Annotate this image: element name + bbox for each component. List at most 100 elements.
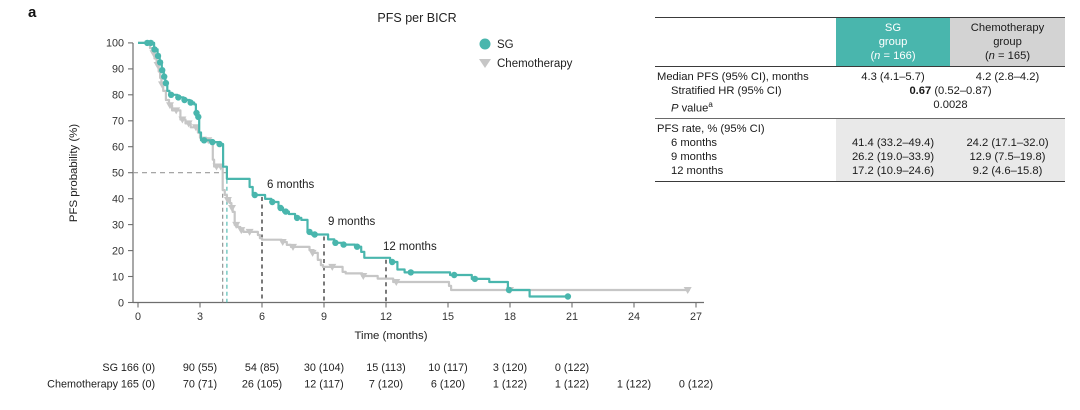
rate-9mo-label: 9 months — [671, 150, 718, 163]
at-risk-row-label: Chemotherapy — [47, 379, 118, 391]
legend-marker-triangle — [479, 59, 491, 68]
censor-mark-circle — [187, 99, 194, 106]
rate-12mo-chemo-value: 9.2 (4.6–15.8) — [972, 164, 1043, 177]
censor-mark-circle — [151, 46, 158, 53]
chemotherapy-group-header: Chemotherapy group (n = 165) — [950, 18, 1065, 66]
y-axis-label: PFS probability (%) — [68, 124, 80, 222]
censor-mark-circle — [471, 275, 479, 283]
timepoint-label: 12 months — [383, 241, 437, 253]
censor-mark-circle — [332, 239, 339, 246]
y-tick-label: 0 — [118, 297, 124, 309]
censor-mark-circle — [156, 59, 164, 66]
sg-group-header: SG group (n = 166) — [836, 18, 950, 66]
censor-mark-triangle — [223, 197, 232, 204]
table-row-p-value: P valuea 0.0028 — [655, 98, 1065, 116]
at-risk-value: 54 (85) — [245, 362, 279, 374]
x-tick-label: 27 — [690, 311, 702, 323]
chemo-header-n: (n = 165) — [984, 50, 1031, 62]
stats-table-top-section: Median PFS (95% CI), months 4.3 (4.1–5.7… — [655, 67, 1065, 118]
x-axis-label: Time (months) — [355, 330, 428, 342]
censor-mark-triangle — [328, 263, 337, 271]
censor-mark-circle — [200, 137, 208, 144]
y-tick-label: 70 — [112, 116, 124, 128]
censor-mark-circle — [154, 52, 162, 60]
censor-mark-triangle — [232, 221, 241, 229]
censor-mark-circle — [293, 214, 301, 222]
at-risk-value: 26 (105) — [242, 379, 282, 391]
x-tick-label: 12 — [380, 311, 392, 323]
censor-mark-circle — [505, 286, 513, 294]
censor-mark-circle — [159, 67, 166, 74]
at-risk-value: 6 (120) — [431, 379, 465, 391]
sg-header-line2: group — [878, 36, 908, 48]
at-risk-value: 12 (117) — [304, 379, 343, 391]
legend-marker-circle — [479, 38, 491, 50]
table-row-6-months: 6 months 41.4 (33.2–49.4) 24.2 (17.1–32.… — [655, 136, 1065, 150]
rate-9mo-chemo-value: 12.9 (7.5–19.8) — [969, 150, 1046, 163]
x-tick-label: 15 — [442, 311, 454, 323]
panel-label: a — [28, 4, 37, 21]
censor-mark-triangle — [392, 279, 401, 286]
censor-mark-triangle — [191, 124, 200, 132]
rate-6mo-label: 6 months — [671, 136, 718, 149]
y-tick-label: 50 — [112, 168, 124, 180]
rate-12mo-sg-value: 17.2 (10.9–24.6) — [851, 164, 935, 177]
x-tick-label: 3 — [197, 311, 203, 323]
km-curve-sg — [138, 41, 568, 298]
censor-mark-triangle — [278, 239, 287, 246]
at-risk-value: 1 (122) — [617, 379, 651, 391]
x-tick-label: 9 — [321, 311, 327, 323]
at-risk-value: 90 (55) — [183, 362, 217, 374]
legend-label: Chemotherapy — [497, 58, 573, 70]
table-row-12-months: 12 months 17.2 (10.9–24.6) 9.2 (4.6–15.8… — [655, 164, 1065, 178]
km-curve-chemotherapy — [138, 41, 690, 292]
pfs-rate-label: PFS rate, % (95% CI) — [657, 122, 765, 135]
rate-6mo-sg-value: 41.4 (33.2–49.4) — [851, 136, 935, 149]
y-tick-label: 80 — [112, 90, 124, 102]
median-pfs-label: Median PFS (95% CI), months — [657, 71, 809, 83]
censor-mark-circle — [209, 138, 216, 146]
pfs-rate-shading — [836, 118, 1065, 181]
y-tick-label: 100 — [106, 38, 124, 50]
censor-mark-circle — [269, 198, 276, 206]
at-risk-value: 10 (117) — [428, 362, 467, 374]
table-row-9-months: 9 months 26.2 (19.0–33.9) 12.9 (7.5–19.8… — [655, 150, 1065, 164]
x-tick-label: 0 — [135, 311, 141, 323]
stratified-hr-label: Stratified HR (95% CI) — [671, 85, 782, 97]
censor-mark-circle — [161, 73, 168, 80]
censor-mark-circle — [353, 243, 361, 250]
y-tick-label: 40 — [112, 194, 124, 206]
censor-mark-circle — [407, 269, 414, 276]
censor-mark-triangle — [237, 227, 246, 235]
table-row-pfs-rate-header: PFS rate, % (95% CI) — [655, 122, 1065, 136]
timepoint-label: 9 months — [328, 216, 376, 228]
stratified-hr-value: 0.67 (0.52–0.87) — [909, 85, 992, 97]
at-risk-value: 7 (120) — [369, 379, 403, 391]
km-plot: 0 3 6 9 12 15 18 21 24 27 0 10 20 30 40 50 60 70 80 90 100 PF… — [47, 11, 713, 391]
censor-mark-triangle — [308, 249, 317, 257]
censor-mark-circle — [251, 191, 258, 199]
censor-mark-triangle — [166, 102, 174, 110]
censor-mark-circle — [277, 204, 284, 212]
censor-mark-circle — [389, 258, 396, 266]
p-value-value: 0.0028 — [933, 99, 968, 111]
censor-mark-triangle — [359, 273, 368, 280]
censor-mark-circle — [147, 39, 154, 47]
censor-mark-circle — [162, 79, 170, 87]
at-risk-value: 15 (113) — [366, 362, 405, 374]
y-tick-label: 60 — [112, 142, 124, 154]
median-pfs-sg-value: 4.3 (4.1–5.7) — [861, 71, 925, 83]
table-row-median-pfs: Median PFS (95% CI), months 4.3 (4.1–5.7… — [655, 70, 1065, 84]
sg-header-line1: SG — [884, 22, 902, 34]
censor-mark-triangle — [184, 120, 193, 128]
chart-title: PFS per BICR — [377, 11, 456, 25]
rate-12mo-label: 12 months — [671, 164, 724, 177]
rate-9mo-sg-value: 26.2 (19.0–33.9) — [851, 150, 935, 163]
chemo-header-line1: Chemotherapy — [970, 22, 1045, 34]
censor-mark-circle — [340, 241, 347, 248]
at-risk-value: 165 (0) — [121, 379, 155, 391]
timepoint-label: 6 months — [267, 179, 315, 191]
censor-mark-triangle — [172, 107, 181, 115]
censor-mark-circle — [181, 96, 188, 104]
chemo-header-line2: group — [993, 36, 1022, 48]
